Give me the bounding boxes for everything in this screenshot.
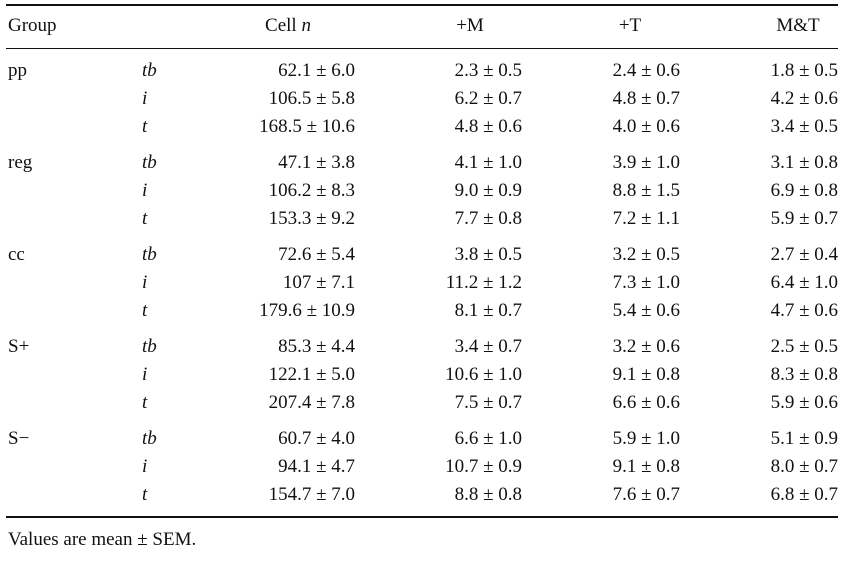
plus-t-value: 3.2 ± 0.6 — [612, 336, 680, 357]
plus-m-value: 6.6 ± 1.0 — [454, 428, 522, 449]
bottom-rule — [6, 516, 838, 518]
m-and-t-value: 1.8 ± 0.5 — [770, 60, 838, 81]
m-and-t-value: 2.5 ± 0.5 — [770, 336, 838, 357]
m-and-t-value: 8.0 ± 0.7 — [770, 456, 838, 477]
cell-n-value: 47.1 ± 3.8 — [278, 152, 355, 173]
cell-n-value: 153.3 ± 9.2 — [268, 208, 355, 229]
sub-cell: tb — [142, 428, 157, 449]
plus-m-value: 10.6 ± 1.0 — [445, 364, 522, 385]
sub-cell: tb — [142, 152, 157, 173]
plus-m-value: 3.4 ± 0.7 — [454, 336, 522, 357]
cell-n-value: 107 ± 7.1 — [282, 272, 355, 293]
plus-t-value: 5.4 ± 0.6 — [612, 300, 680, 321]
plus-t-value: 7.6 ± 0.7 — [612, 484, 680, 505]
sub-cell: tb — [142, 244, 157, 265]
plus-m-value: 10.7 ± 0.9 — [445, 456, 522, 477]
group-cell: pp — [8, 60, 27, 81]
plus-t-value: 6.6 ± 0.6 — [612, 392, 680, 413]
m-and-t-value: 5.1 ± 0.9 — [770, 428, 838, 449]
sub-cell: i — [142, 364, 148, 385]
cell-n-value: 85.3 ± 4.4 — [278, 336, 355, 357]
group-cell: reg — [8, 152, 33, 173]
m-and-t-value: 6.4 ± 1.0 — [770, 272, 838, 293]
plus-t-value: 5.9 ± 1.0 — [612, 428, 680, 449]
m-and-t-value: 3.1 ± 0.8 — [770, 152, 838, 173]
header-m-and-t: M&T — [776, 15, 820, 36]
table-footnote: Values are mean ± SEM. — [8, 529, 197, 550]
plus-m-value: 4.8 ± 0.6 — [454, 116, 522, 137]
header-cell-var: n — [301, 15, 311, 36]
sub-cell: i — [142, 88, 148, 109]
m-and-t-value: 2.7 ± 0.4 — [770, 244, 838, 265]
m-and-t-value: 5.9 ± 0.7 — [770, 208, 838, 229]
m-and-t-value: 3.4 ± 0.5 — [770, 116, 838, 137]
m-and-t-value: 4.2 ± 0.6 — [770, 88, 838, 109]
cell-n-value: 154.7 ± 7.0 — [268, 484, 355, 505]
sub-cell: t — [142, 392, 148, 413]
plus-m-value: 7.5 ± 0.7 — [454, 392, 522, 413]
m-and-t-value: 6.9 ± 0.8 — [770, 180, 838, 201]
cell-n-value: 60.7 ± 4.0 — [278, 428, 355, 449]
plus-m-value: 8.1 ± 0.7 — [454, 300, 522, 321]
header-cell-label: Cell — [265, 15, 297, 36]
plus-t-value: 9.1 ± 0.8 — [612, 364, 680, 385]
cell-n-value: 168.5 ± 10.6 — [259, 116, 355, 137]
plus-m-value: 11.2 ± 1.2 — [445, 272, 522, 293]
plus-m-value: 8.8 ± 0.8 — [454, 484, 522, 505]
header-plus-t: +T — [618, 15, 642, 36]
plus-t-value: 8.8 ± 1.5 — [612, 180, 680, 201]
cell-n-value: 94.1 ± 4.7 — [278, 456, 355, 477]
header-group: Group — [8, 15, 57, 36]
plus-t-value: 4.8 ± 0.7 — [612, 88, 680, 109]
plus-t-value: 3.2 ± 0.5 — [612, 244, 680, 265]
sub-cell: tb — [142, 60, 157, 81]
plus-m-value: 3.8 ± 0.5 — [454, 244, 522, 265]
cell-n-value: 122.1 ± 5.0 — [268, 364, 355, 385]
plus-m-value: 2.3 ± 0.5 — [454, 60, 522, 81]
sub-cell: t — [142, 116, 148, 137]
plus-m-value: 4.1 ± 1.0 — [454, 152, 522, 173]
header-plus-m: +M — [456, 15, 484, 36]
plus-t-value: 7.3 ± 1.0 — [612, 272, 680, 293]
sub-cell: i — [142, 272, 148, 293]
cell-n-value: 62.1 ± 6.0 — [278, 60, 355, 81]
m-and-t-value: 8.3 ± 0.8 — [770, 364, 838, 385]
group-cell: S+ — [8, 336, 30, 357]
cell-n-value: 106.5 ± 5.8 — [268, 88, 355, 109]
sub-cell: t — [142, 484, 148, 505]
sub-cell: i — [142, 456, 148, 477]
top-rule — [6, 4, 838, 6]
plus-m-value: 6.2 ± 0.7 — [454, 88, 522, 109]
group-cell: cc — [8, 244, 25, 265]
plus-t-value: 4.0 ± 0.6 — [612, 116, 680, 137]
plus-t-value: 7.2 ± 1.1 — [612, 208, 680, 229]
header-rule — [6, 48, 838, 49]
sub-cell: tb — [142, 336, 157, 357]
cell-n-value: 207.4 ± 7.8 — [268, 392, 355, 413]
sub-cell: i — [142, 180, 148, 201]
group-cell: S− — [8, 428, 30, 449]
sub-cell: t — [142, 208, 148, 229]
cell-n-value: 179.6 ± 10.9 — [259, 300, 355, 321]
m-and-t-value: 5.9 ± 0.6 — [770, 392, 838, 413]
cell-n-value: 72.6 ± 5.4 — [278, 244, 355, 265]
plus-m-value: 9.0 ± 0.9 — [454, 180, 522, 201]
cell-n-value: 106.2 ± 8.3 — [268, 180, 355, 201]
m-and-t-value: 6.8 ± 0.7 — [770, 484, 838, 505]
plus-t-value: 9.1 ± 0.8 — [612, 456, 680, 477]
m-and-t-value: 4.7 ± 0.6 — [770, 300, 838, 321]
sub-cell: t — [142, 300, 148, 321]
plus-m-value: 7.7 ± 0.8 — [454, 208, 522, 229]
plus-t-value: 3.9 ± 1.0 — [612, 152, 680, 173]
header-cell-n: Cell n — [228, 15, 348, 37]
plus-t-value: 2.4 ± 0.6 — [612, 60, 680, 81]
